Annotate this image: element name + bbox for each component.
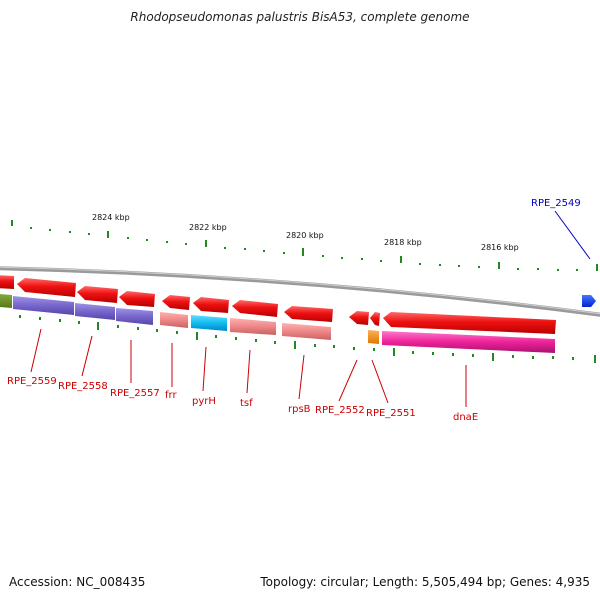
- kbp-label: 2822 kbp: [189, 223, 227, 232]
- cds-arrow: [119, 291, 155, 307]
- gene-label: RPE_2552: [315, 405, 365, 416]
- genome-summary: Topology: circular; Length: 5,505,494 bp…: [260, 575, 590, 589]
- kbp-label: 2816 kbp: [481, 243, 519, 252]
- map-title: Rhodopseudomonas palustris BisA53, compl…: [130, 10, 470, 24]
- gene-label: RPE_2558: [58, 381, 108, 392]
- cds-arrow: [17, 278, 76, 297]
- cds-track: [0, 275, 596, 334]
- gene-label: RPE_2549: [531, 198, 581, 209]
- genome-backbone-highlight: [0, 266, 600, 315]
- feature-block: [230, 318, 276, 335]
- leader-lines: [30, 210, 591, 407]
- feature-block: [75, 303, 115, 320]
- outer-ticks: [11, 220, 598, 271]
- cds-arrow: [77, 286, 118, 303]
- cds-arrow: [162, 295, 190, 310]
- feature-block: [191, 315, 227, 331]
- gene-arrow-blue: [582, 295, 596, 307]
- cds-arrow: [0, 275, 14, 289]
- feature-block: [0, 294, 12, 308]
- feature-block: [282, 323, 331, 340]
- gene-label: frr: [165, 390, 177, 401]
- cds-arrow: [232, 300, 278, 317]
- gene-labels: RPE_2559 RPE_2558 RPE_2557 frr pyrH tsf …: [7, 198, 581, 423]
- cds-arrow: [349, 311, 369, 325]
- feature-block: [368, 330, 379, 344]
- accession-label: Accession: NC_008435: [9, 575, 146, 589]
- gene-label: RPE_2551: [366, 408, 416, 419]
- gene-label: RPE_2559: [7, 376, 57, 387]
- gene-label: rpsB: [288, 404, 311, 415]
- feature-block: [13, 296, 74, 315]
- kbp-label: 2824 kbp: [92, 213, 130, 222]
- inner-ticks: [19, 315, 596, 363]
- gene-label: tsf: [240, 398, 253, 409]
- feature-block: [116, 308, 153, 325]
- kbp-label: 2820 kbp: [286, 231, 324, 240]
- cds-arrow: [193, 297, 229, 313]
- kbp-label: 2818 kbp: [384, 238, 422, 247]
- feature-block: [160, 312, 188, 328]
- feature-track: [0, 294, 555, 353]
- feature-block: [382, 331, 555, 353]
- cds-arrow: [383, 312, 556, 334]
- gene-label: RPE_2557: [110, 388, 160, 399]
- gene-label: dnaE: [453, 412, 478, 423]
- cds-arrow: [284, 306, 333, 322]
- kbp-labels: 2824 kbp 2822 kbp 2820 kbp 2818 kbp 2816…: [92, 213, 519, 252]
- gene-label: pyrH: [192, 396, 216, 407]
- genome-backbone: [0, 266, 600, 317]
- cds-arrow: [370, 312, 380, 326]
